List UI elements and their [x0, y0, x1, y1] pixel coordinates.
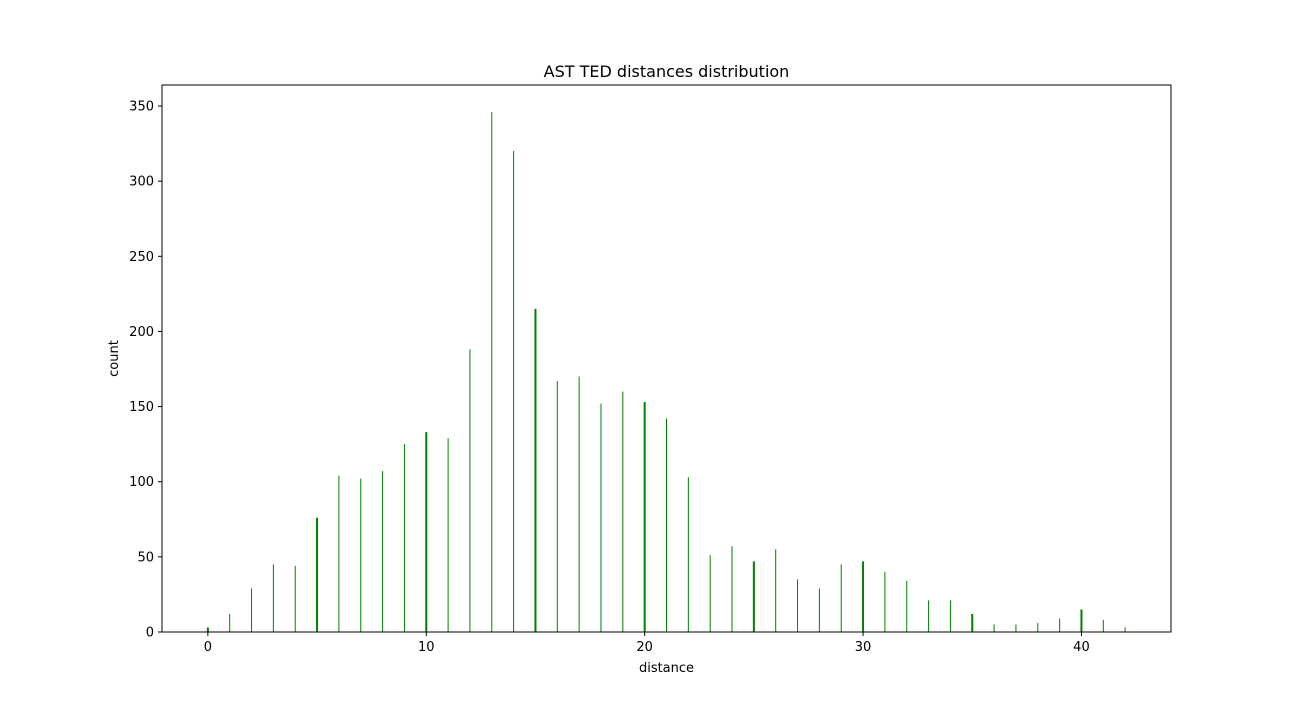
bar-distance-2 [251, 588, 253, 632]
bar-distance-30 [862, 561, 865, 632]
y-tick-label-0: 0 [146, 626, 154, 641]
bar-distance-35 [971, 613, 974, 632]
ticks-layer: 0 10 20 30 40 0 50 100 150 200 250 300 350 [129, 100, 1090, 655]
x-tick-label-40: 40 [1073, 640, 1090, 655]
bar-distance-23 [709, 555, 711, 632]
bar-distance-20 [643, 402, 646, 632]
y-tick-label-100: 100 [129, 475, 154, 490]
x-tick-label-30: 30 [855, 640, 872, 655]
x-tick-label-10: 10 [418, 640, 435, 655]
bar-distance-16 [556, 381, 558, 632]
x-axis-label: distance [639, 661, 694, 676]
bar-distance-27 [797, 579, 799, 632]
y-tick-label-300: 300 [129, 175, 154, 190]
bar-distance-7 [360, 478, 362, 632]
y-tick-label-150: 150 [129, 400, 154, 415]
bar-distance-8 [382, 471, 384, 632]
x-tick-label-20: 20 [636, 640, 653, 655]
bar-distance-11 [447, 438, 449, 632]
bar-distance-41 [1102, 619, 1104, 632]
bar-distance-33 [928, 600, 930, 632]
bar-distance-29 [840, 564, 842, 632]
y-tick-label-350: 350 [129, 100, 154, 115]
bar-distance-19 [622, 391, 624, 632]
bar-distance-26 [775, 549, 777, 632]
bar-distance-22 [687, 477, 689, 632]
bar-distance-40 [1080, 609, 1083, 632]
chart-title: AST TED distances distribution [544, 62, 790, 81]
bar-distance-21 [666, 418, 667, 632]
bar-distance-42 [1124, 627, 1126, 632]
bar-distance-31 [884, 571, 886, 632]
bar-distance-10 [425, 432, 428, 632]
bars-layer [206, 112, 1126, 633]
bar-distance-25 [752, 561, 755, 632]
bar-distance-39 [1059, 618, 1061, 632]
bar-distance-9 [403, 444, 405, 632]
bar-distance-1 [229, 613, 231, 632]
bar-distance-32 [906, 580, 908, 632]
x-tick-label-0: 0 [204, 640, 212, 655]
bar-distance-38 [1037, 622, 1039, 632]
bar-distance-24 [731, 546, 733, 632]
bar-distance-5 [316, 517, 319, 632]
y-tick-label-200: 200 [129, 325, 154, 340]
y-axis-label: count [107, 340, 122, 377]
bar-distance-15 [534, 308, 537, 632]
bar-distance-13 [491, 112, 493, 633]
bar-distance-37 [1015, 624, 1017, 632]
y-tick-label-250: 250 [129, 250, 154, 265]
y-tick-label-50: 50 [137, 550, 154, 565]
bar-distance-18 [600, 403, 602, 632]
bar-distance-17 [578, 376, 580, 632]
bar-distance-6 [338, 475, 340, 632]
bar-distance-34 [949, 600, 951, 632]
bar-distance-36 [993, 624, 995, 632]
bar-distance-28 [818, 588, 820, 632]
bar-distance-0 [206, 627, 209, 632]
plot-frame [161, 84, 1172, 633]
bar-distance-3 [272, 564, 274, 632]
bar-distance-14 [513, 151, 515, 632]
bar-distance-4 [294, 565, 296, 632]
bar-distance-12 [469, 349, 471, 632]
